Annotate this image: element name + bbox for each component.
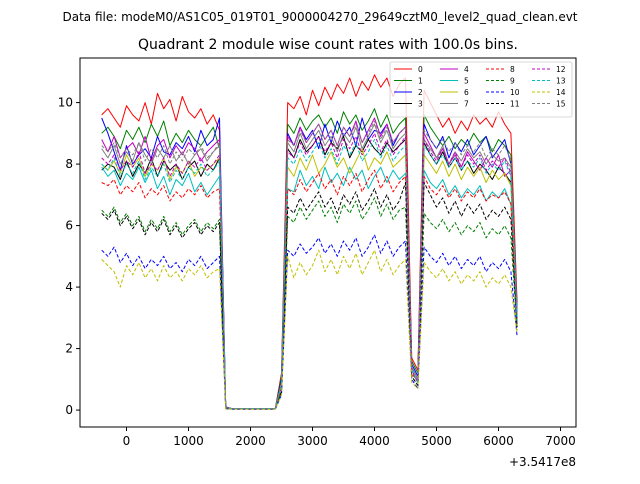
legend-label: 0 bbox=[418, 65, 423, 74]
x-offset-label: +3.5417e8 bbox=[509, 455, 576, 469]
legend-label: 1 bbox=[418, 77, 423, 86]
x-tick-label: 7000 bbox=[545, 434, 576, 448]
series-line-2 bbox=[101, 117, 518, 410]
x-tick-label: 5000 bbox=[421, 434, 452, 448]
y-tick-label: 10 bbox=[58, 96, 73, 110]
series-line-14 bbox=[101, 249, 518, 410]
y-tick-label: 4 bbox=[65, 280, 73, 294]
legend-label: 7 bbox=[464, 100, 469, 109]
x-tick-label: 0 bbox=[123, 434, 131, 448]
x-tick-label: 4000 bbox=[359, 434, 390, 448]
series-line-8 bbox=[101, 169, 518, 410]
series-line-15 bbox=[101, 120, 518, 410]
series-line-12 bbox=[101, 132, 518, 410]
series-line-3 bbox=[101, 135, 518, 410]
y-tick-label: 8 bbox=[65, 157, 73, 171]
x-tick-label: 2000 bbox=[235, 434, 266, 448]
series-line-10 bbox=[101, 234, 518, 410]
plot-frame bbox=[79, 57, 577, 428]
legend-label: 9 bbox=[510, 77, 515, 86]
y-tick-label: 6 bbox=[65, 219, 73, 233]
legend-label: 8 bbox=[510, 65, 515, 74]
legend-label: 3 bbox=[418, 100, 423, 109]
series-line-7 bbox=[101, 123, 518, 410]
legend-label: 14 bbox=[556, 88, 566, 97]
series-line-13 bbox=[101, 139, 518, 410]
chart-title: Quadrant 2 module wise count rates with … bbox=[138, 37, 518, 53]
y-tick-label: 2 bbox=[65, 342, 73, 356]
x-tick-label: 3000 bbox=[297, 434, 328, 448]
y-tick-label: 0 bbox=[65, 403, 73, 417]
x-tick-label: 6000 bbox=[483, 434, 514, 448]
series-line-5 bbox=[101, 166, 518, 410]
legend-label: 2 bbox=[418, 88, 423, 97]
legend-label: 13 bbox=[556, 77, 566, 86]
series-line-9 bbox=[101, 197, 518, 410]
legend-label: 10 bbox=[510, 88, 520, 97]
legend-label: 5 bbox=[464, 77, 469, 86]
axis-ticks: 0 1000 2000 3000 4000 5000 6000 7000 0 2 4 6 8 10 bbox=[58, 96, 576, 448]
legend-label: 6 bbox=[464, 88, 469, 97]
legend-label: 15 bbox=[556, 100, 566, 109]
series-line-11 bbox=[101, 182, 518, 410]
series-line-1 bbox=[101, 108, 518, 410]
series-line-6 bbox=[101, 148, 518, 410]
series-lines bbox=[101, 74, 518, 410]
legend-label: 12 bbox=[556, 65, 566, 74]
legend-box bbox=[389, 61, 573, 118]
x-tick-label: 1000 bbox=[173, 434, 204, 448]
legend-label: 4 bbox=[464, 65, 469, 74]
file-suptitle: Data file: modeM0/AS1C05_019T01_90000042… bbox=[62, 10, 577, 24]
legend-label: 11 bbox=[510, 100, 520, 109]
series-line-0 bbox=[101, 74, 518, 410]
